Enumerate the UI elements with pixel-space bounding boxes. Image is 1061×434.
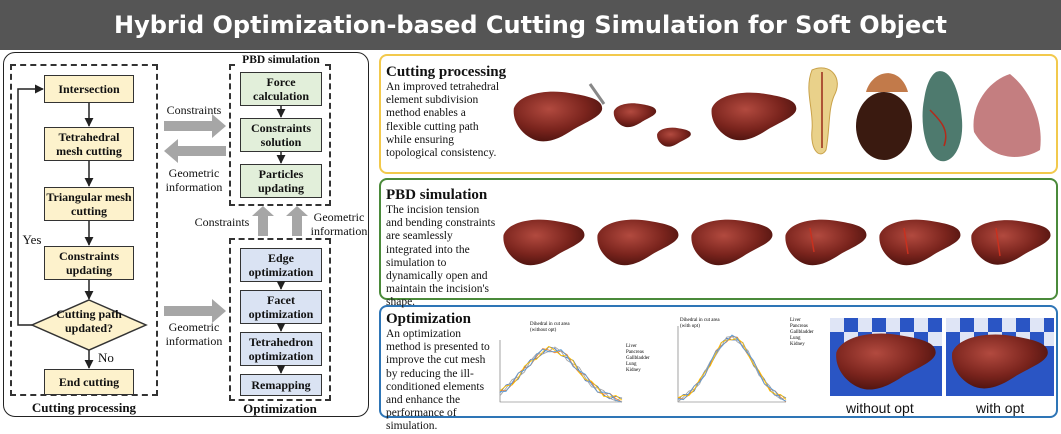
optimization-panel bbox=[379, 305, 1058, 418]
cutting-processing-group bbox=[10, 64, 158, 396]
step-remapping: Remapping bbox=[240, 374, 322, 396]
lung bbox=[973, 74, 1041, 157]
arrow-geometric-left bbox=[164, 139, 226, 163]
legend-item: Lung bbox=[626, 362, 637, 367]
optimization-group-label: Optimization bbox=[243, 401, 317, 416]
legend-item: Liver bbox=[626, 344, 637, 349]
constraints-up-label: Constraints bbox=[194, 215, 250, 229]
pbd-simulation-panel bbox=[379, 178, 1058, 300]
pbd-panel-desc: The incision tension and bending constra… bbox=[386, 204, 496, 309]
organ-illustrations bbox=[503, 67, 1054, 396]
chart2-title: Dihedral in cut area (with opt) bbox=[680, 318, 720, 329]
decision-diamond bbox=[30, 299, 148, 351]
legend-item: Lung bbox=[790, 336, 801, 341]
legend-item: Kidney bbox=[790, 342, 805, 347]
geometric-up-label: Geometric information bbox=[310, 210, 368, 238]
chart-series-line bbox=[677, 335, 787, 403]
cutting-group-label: Cutting processing bbox=[31, 400, 137, 415]
without-opt-label: without opt bbox=[846, 400, 914, 416]
legend-item: Kidney bbox=[626, 368, 641, 373]
chart-without-opt bbox=[499, 340, 623, 403]
chart2-legend: Liver Pancreas Gallbladder Lung Kidney bbox=[790, 318, 814, 348]
kidney bbox=[856, 92, 912, 160]
arrow-constraints-right bbox=[164, 114, 226, 138]
pbd-panel-title: PBD simulation bbox=[386, 187, 488, 203]
no-label: No bbox=[98, 350, 114, 365]
dihedral-charts bbox=[499, 326, 787, 403]
step-facet-optimization: Facet optimization bbox=[240, 290, 322, 324]
chart-axis bbox=[677, 326, 786, 403]
chart-series-line bbox=[499, 348, 623, 403]
step-constraints-solution: Constraints solution bbox=[240, 118, 322, 152]
title-bar bbox=[0, 0, 1061, 50]
chart1-legend: Liver Pancreas Gallbladder Lung Kidney bbox=[626, 344, 650, 374]
step-particles-updating: Particles updating bbox=[240, 164, 322, 198]
chart-with-opt bbox=[677, 326, 787, 403]
step-constraints-updating: Constraints updating bbox=[44, 246, 134, 280]
constraints-arrow-label: Constraints bbox=[166, 103, 222, 117]
arrow-constraints-up bbox=[252, 206, 274, 236]
step-edge-optimization: Edge optimization bbox=[240, 248, 322, 282]
chart-series-line bbox=[677, 335, 787, 403]
step-force-calculation: Force calculation bbox=[240, 72, 322, 106]
optimization-group bbox=[229, 238, 331, 401]
legend-item: Pancreas bbox=[626, 350, 644, 355]
cutting-panel-title: Cutting processing bbox=[386, 64, 507, 80]
legend-item: Gallbladder bbox=[626, 356, 650, 361]
pancreas bbox=[808, 67, 838, 155]
gallbladder bbox=[922, 71, 963, 162]
legend-item: Pancreas bbox=[790, 324, 808, 329]
step-end-cutting: End cutting bbox=[44, 369, 134, 395]
geometric-arrow-label: Geometric information bbox=[165, 166, 223, 194]
chart-series-line bbox=[499, 346, 623, 402]
pbd-group-label: PBD simulation bbox=[237, 54, 325, 66]
yes-label: Yes bbox=[22, 232, 42, 247]
arrow-geometric-up bbox=[286, 206, 308, 236]
with-opt-label: with opt bbox=[976, 400, 1025, 416]
legend-item: Gallbladder bbox=[790, 330, 814, 335]
step-tetrahedral-mesh-cutting: Tetrahedral mesh cutting bbox=[44, 127, 134, 161]
opt-panel-title: Optimization bbox=[386, 311, 471, 327]
chart-axis bbox=[499, 340, 622, 403]
decision-label: Cutting path updated? bbox=[56, 307, 122, 335]
flowchart-connectors bbox=[17, 84, 308, 374]
geometric-opt-label: Geometric information bbox=[165, 320, 223, 348]
chart-series-line bbox=[677, 337, 787, 400]
step-intersection: Intersection bbox=[44, 75, 134, 103]
chart1-title: Dihedral in cut area (without opt) bbox=[530, 322, 570, 333]
legend-item: Liver bbox=[790, 318, 801, 323]
chart-series-line bbox=[677, 334, 787, 402]
arrow-geometric-right bbox=[164, 299, 226, 323]
chart-series-line bbox=[499, 345, 623, 401]
page-title: Hybrid Optimization-based Cutting Simula… bbox=[114, 11, 947, 39]
cutting-panel-desc: An improved tetrahedral element subdivis… bbox=[386, 81, 500, 160]
chart-series-line bbox=[499, 348, 623, 403]
cutting-processing-panel bbox=[379, 54, 1058, 174]
step-triangular-mesh-cutting: Triangular mesh cutting bbox=[44, 187, 134, 221]
